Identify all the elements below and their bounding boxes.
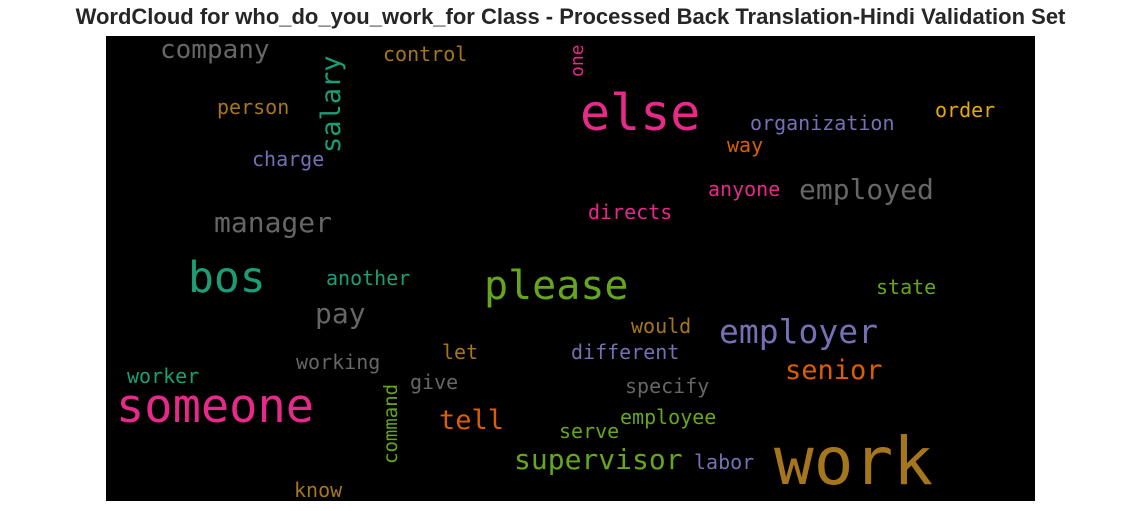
word-state: state <box>876 275 937 299</box>
word-command: command <box>380 383 402 464</box>
word-know: know <box>294 478 343 501</box>
word-serve: serve <box>559 419 620 443</box>
chart-title: WordCloud for who_do_you_work_for Class … <box>75 4 1066 29</box>
word-another: another <box>326 266 411 290</box>
word-manager: manager <box>214 206 333 239</box>
word-work: work <box>774 423 933 500</box>
word-supervisor: supervisor <box>514 443 683 476</box>
word-charge: charge <box>252 147 325 171</box>
word-one: one <box>567 44 588 77</box>
word-organization: organization <box>750 111 895 135</box>
word-senior: senior <box>785 355 883 386</box>
word-control: control <box>383 42 468 66</box>
word-specify: specify <box>625 374 710 398</box>
word-bos: bos <box>188 253 266 303</box>
word-salary: salary <box>316 55 347 153</box>
word-someone: someone <box>116 379 315 434</box>
word-order: order <box>935 98 996 122</box>
word-let: let <box>442 340 479 364</box>
word-tell: tell <box>439 405 505 436</box>
word-give: give <box>410 370 459 394</box>
word-else: else <box>580 84 701 142</box>
word-employer: employer <box>719 312 878 351</box>
word-pay: pay <box>315 297 366 330</box>
word-employee: employee <box>620 405 717 429</box>
word-person: person <box>217 95 290 119</box>
word-company: company <box>160 36 270 65</box>
word-working: working <box>296 350 381 374</box>
wordcloud-canvas: work someone else please bos employer su… <box>106 36 1035 501</box>
word-anyone: anyone <box>708 177 781 201</box>
word-labor: labor <box>694 450 755 474</box>
word-would: would <box>631 314 692 338</box>
word-different: different <box>571 340 680 364</box>
word-worker: worker <box>127 364 200 388</box>
word-directs: directs <box>588 200 673 224</box>
word-please: please <box>484 263 629 309</box>
word-employed: employed <box>799 173 934 206</box>
word-way: way <box>727 133 764 157</box>
